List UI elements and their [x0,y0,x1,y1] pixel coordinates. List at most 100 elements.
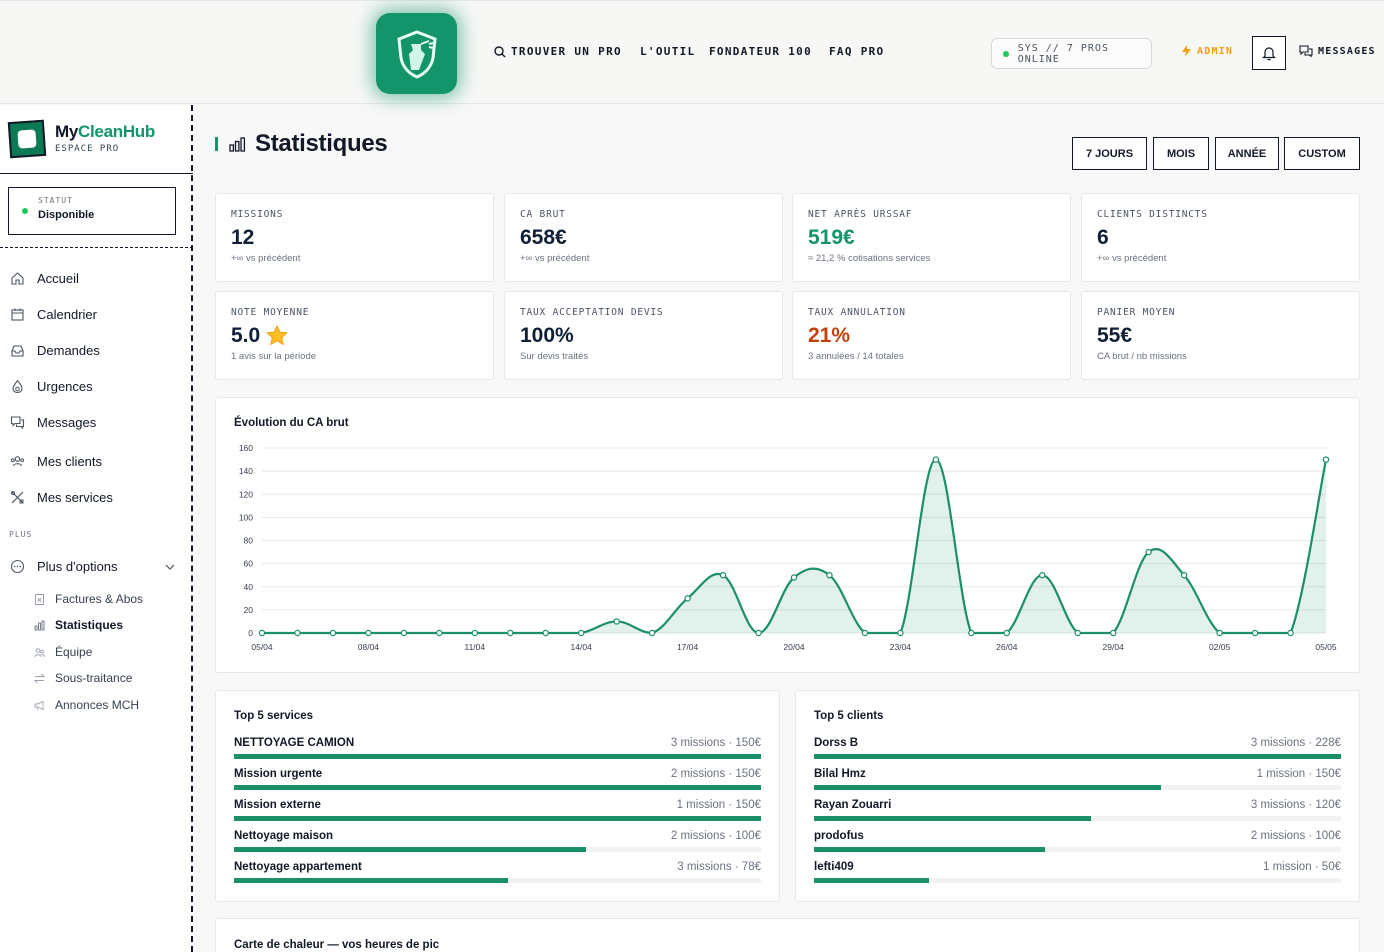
sidebar-subitem-sous-traitance[interactable]: Sous-traitance [34,671,132,685]
kpi-value-text: 5.0 [231,323,261,347]
sidebar-subitem-annonces[interactable]: Annonces MCH [34,698,139,712]
ranking-bar-track [234,785,761,790]
kpi-value-text: 519€ [808,225,855,249]
kpi-card: CLIENTS DISTINCTS 6 +∞ vs précédent [1081,193,1360,282]
flame-icon [12,379,23,394]
ranking-bar-fill [234,785,761,790]
sidebar-item-calendrier[interactable]: Calendrier [10,307,97,322]
top-clients-card: Top 5 clients Dorss B 3 missions · 228€ Bi… [795,690,1360,902]
notifications-button[interactable] [1252,36,1286,70]
sidebar-item-urgences[interactable]: Urgences [10,379,93,394]
kpi-subtext: +∞ vs précédent [231,253,301,264]
top-services-card: Top 5 services NETTOYAGE CAMION 3 mission… [215,690,780,902]
sidebar-item-label: Mes clients [37,454,103,469]
sidebar-subitem-factures[interactable]: Factures & Abos [34,592,143,606]
nav-tool[interactable]: L'OUTIL [640,45,695,58]
star-icon [266,325,289,346]
kpi-value: 21% [808,323,1070,348]
period-mois-button[interactable]: MOIS [1153,137,1209,170]
kpi-value-text: 55€ [1097,323,1133,347]
ranking-bar-track [814,847,1341,852]
kpi-label: NOTE MOYENNE [231,307,310,318]
y-tick-label: 120 [239,489,253,499]
ranking-bar-track [814,878,1341,883]
sidebar-item-mes-services[interactable]: Mes services [10,490,113,505]
kpi-value-text: 12 [231,225,255,249]
data-point [1322,456,1330,463]
data-point [1287,629,1294,637]
status-value: Disponible [38,209,95,221]
more-circle-icon [10,559,25,574]
sidebar-item-more-options[interactable]: Plus d'options [10,559,176,574]
data-point [1180,571,1188,579]
kpi-subtext: 3 annulées / 14 totales [808,351,904,362]
nav-find-pro[interactable]: TROUVER UN PRO [494,45,622,58]
title-accent-bar [215,137,218,151]
nav-faq[interactable]: FAQ PRO [829,45,884,58]
ranking-row: lefti409 1 mission · 50€ [814,861,1341,883]
search-icon [494,45,506,57]
bar-chart-icon [229,137,246,152]
ranking-bar-fill [234,816,761,821]
data-point [755,629,762,637]
data-point [542,629,549,637]
y-tick-label: 160 [239,443,253,453]
x-tick-label: 26/04 [996,642,1018,652]
data-point [507,629,514,637]
y-tick-label: 80 [244,536,254,546]
sidebar-subitem-equipe[interactable]: Équipe [34,645,92,659]
kpi-label: CA BRUT [520,209,566,220]
page-title: Statistiques [255,130,388,157]
sidebar-item-demandes[interactable]: Demandes [10,343,100,358]
ranking-row: Rayan Zouarri 3 missions · 120€ [814,799,1341,821]
x-tick-label: 20/04 [783,642,805,652]
data-point [258,629,266,637]
ranking-bar-fill [814,847,1046,852]
brand-name-part-1: My [55,122,79,141]
top-clients-title: Top 5 clients [814,710,884,722]
chevron-down-icon [165,564,175,570]
ranking-meta: 1 mission · 150€ [1256,768,1341,780]
ranking-name: prodofus [814,830,864,842]
heatmap-card: Carte de chaleur — vos heures de pic [215,918,1360,952]
nav-founder-label: FONDATEUR 100 [709,45,812,58]
sidebar-item-label: Messages [37,415,97,430]
data-point [329,629,337,637]
sidebar-item-accueil[interactable]: Accueil [10,271,79,286]
sidebar-item-messages[interactable]: Messages [10,415,96,430]
nav-find-pro-label: TROUVER UN PRO [511,45,622,58]
period-7-jours-button[interactable]: 7 JOURS [1072,137,1147,170]
nav-founder[interactable]: FONDATEUR 100 [709,45,812,58]
ranking-bar-track [234,847,761,852]
ranking-meta: 1 mission · 150€ [676,799,761,811]
kpi-card: NOTE MOYENNE 5.0 1 avis sur la période [215,291,494,380]
admin-label: ADMIN [1197,45,1234,57]
mycleanhub-logo[interactable] [376,13,457,94]
brand-name-part-2: CleanHub [78,122,155,141]
section-label-plus: PLUS [9,530,33,539]
kpi-card: TAUX ACCEPTATION DEVIS 100% Sur devis trai… [504,291,783,380]
kpi-card: MISSIONS 12 +∞ vs précédent [215,193,494,282]
kpi-card: CA BRUT 658€ +∞ vs précédent [504,193,783,282]
data-point [365,629,372,637]
data-point [1110,629,1117,637]
messages-link[interactable]: MESSAGES [1299,45,1376,57]
x-tick-label: 17/04 [677,642,699,652]
data-point [790,574,798,581]
sidebar-item-mes-clients[interactable]: Mes clients [10,454,102,469]
online-dot-icon [1003,50,1009,57]
x-tick-label: 14/04 [571,642,593,652]
ranking-bar-fill [814,878,930,883]
sidebar-subitem-label: Statistiques [55,618,124,632]
availability-status[interactable]: STATUT Disponible [8,187,176,235]
chat-icon [1299,45,1313,57]
ranking-name: Dorss B [814,737,859,749]
admin-link[interactable]: ADMIN [1181,45,1233,57]
sidebar-subitem-statistiques[interactable]: Statistiques [34,618,123,632]
period-custom-button[interactable]: CUSTOM [1284,137,1360,170]
messages-label: MESSAGES [1318,45,1376,57]
period-annee-button[interactable]: ANNÉE [1215,137,1279,170]
brand[interactable]: MyCleanHub ESPACE PRO [7,119,155,159]
kpi-subtext: Sur devis traités [520,351,589,362]
ranking-row: Bilal Hmz 1 mission · 150€ [814,768,1341,790]
